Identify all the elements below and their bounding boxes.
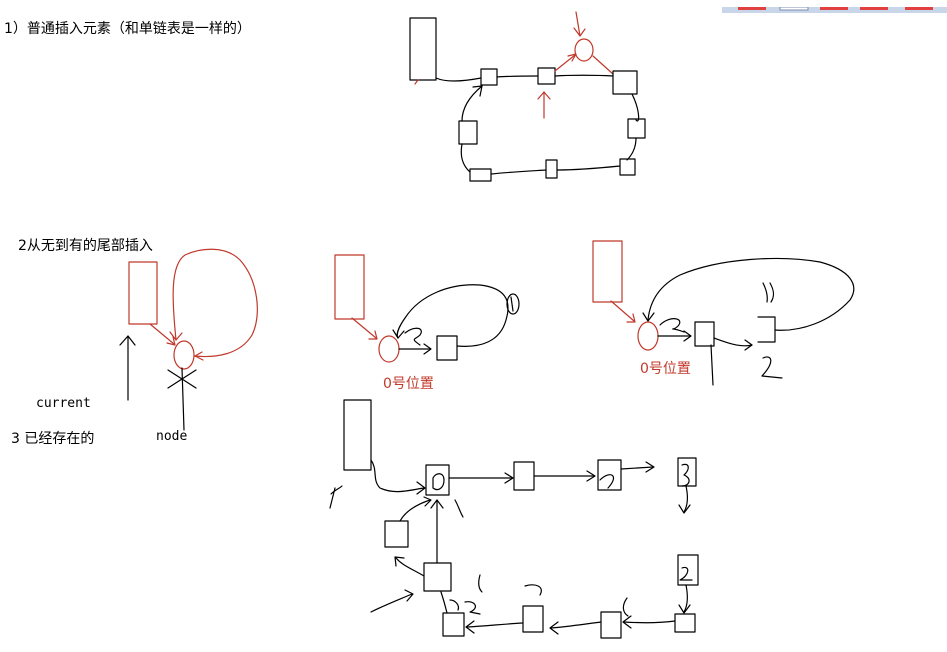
list-node bbox=[436, 335, 458, 361]
list-node bbox=[627, 118, 646, 139]
list-node bbox=[513, 461, 535, 491]
new-node-circle bbox=[574, 38, 594, 62]
head-pointer-box bbox=[128, 261, 158, 325]
current-label: current bbox=[36, 396, 91, 411]
list-node bbox=[458, 120, 478, 145]
list-node bbox=[480, 68, 498, 86]
section-2-diagram-left bbox=[119, 248, 258, 431]
head-pointer-box bbox=[592, 240, 623, 303]
position-zero-label-b: 0号位置 bbox=[640, 361, 691, 377]
node-label: node bbox=[156, 429, 188, 444]
head-pointer-box bbox=[334, 254, 365, 320]
section-3-diagram bbox=[329, 399, 699, 639]
section-2-diagram-middle bbox=[334, 254, 520, 363]
list-node bbox=[545, 159, 558, 179]
list-node bbox=[597, 459, 622, 491]
list-node bbox=[469, 168, 492, 182]
handwritten-one-circle bbox=[506, 293, 520, 315]
list-node bbox=[425, 464, 450, 496]
section-1-diagram bbox=[409, 11, 646, 182]
list-node bbox=[677, 457, 697, 487]
list-node bbox=[619, 158, 636, 176]
position-zero-label-a: 0号位置 bbox=[383, 376, 434, 392]
zero-node-circle bbox=[378, 335, 400, 363]
section-2-diagram-right bbox=[592, 240, 855, 386]
head-pointer-box bbox=[409, 17, 437, 81]
top-toolbar-strip bbox=[0, 0, 947, 21]
list-node bbox=[423, 562, 452, 592]
list-node bbox=[677, 554, 699, 586]
list-node bbox=[537, 67, 556, 85]
section-2-title: 2从无到有的尾部插入 bbox=[18, 238, 153, 254]
list-node bbox=[612, 70, 638, 95]
new-node-circle bbox=[173, 340, 195, 370]
link-line bbox=[435, 77, 482, 82]
head-pointer-box bbox=[343, 399, 372, 471]
list-node bbox=[600, 611, 622, 639]
section-1-title: 1）普通插入元素（和单链表是一样的） bbox=[4, 21, 251, 37]
list-node bbox=[674, 613, 696, 633]
list-node bbox=[384, 520, 409, 548]
list-node bbox=[522, 605, 544, 633]
list-node bbox=[694, 321, 715, 347]
list-node bbox=[442, 612, 465, 637]
section-3-title: 3 已经存在的 bbox=[11, 431, 95, 447]
zero-node-circle bbox=[637, 321, 659, 351]
